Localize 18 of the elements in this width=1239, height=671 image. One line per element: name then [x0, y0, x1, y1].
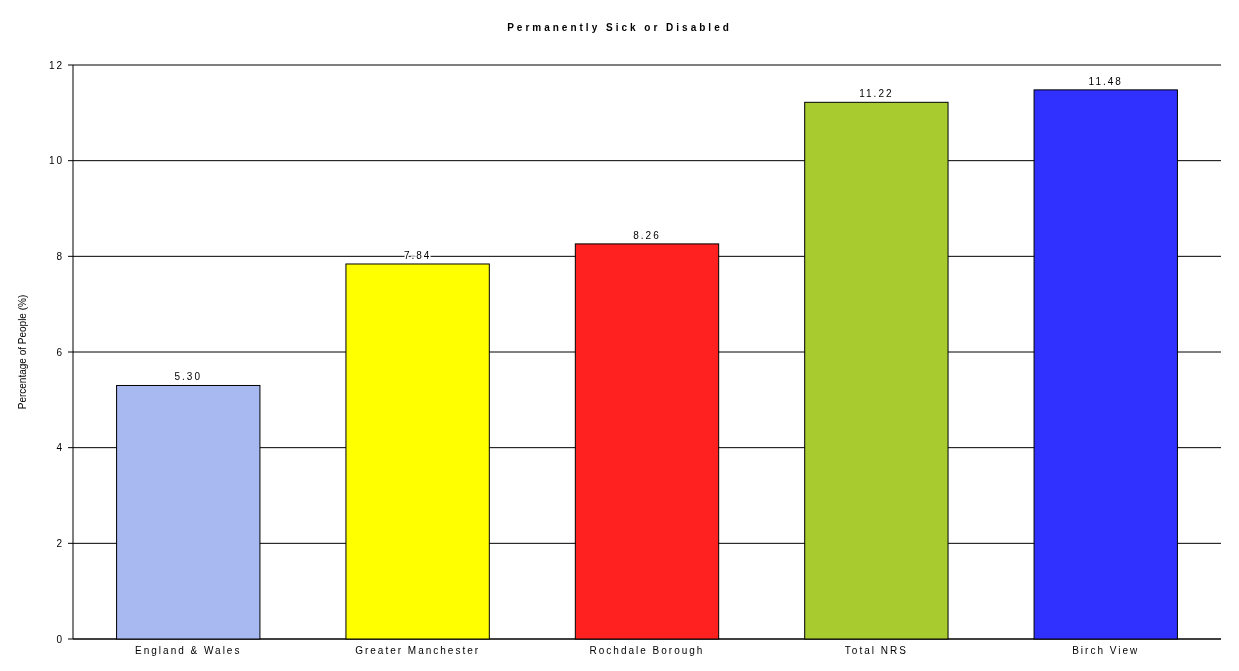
y-tick-label: 8: [56, 250, 64, 262]
x-tick-label: England & Wales: [135, 645, 242, 656]
y-tick-label: 10: [48, 155, 64, 167]
y-tick-label: 4: [56, 442, 64, 454]
y-tick-label: 12: [48, 59, 64, 71]
x-tick-label: Birch View: [1072, 645, 1140, 656]
y-tick-label: 6: [56, 346, 64, 358]
x-tick-label: Total NRS: [844, 645, 908, 656]
data-label: 11.22: [859, 88, 894, 100]
y-tick-label: 0: [56, 633, 64, 645]
chart-title: Permanently Sick or Disabled: [507, 22, 732, 33]
x-tick-label: Rochdale Borough: [589, 645, 705, 656]
data-label: 11.48: [1088, 75, 1123, 87]
y-tick-label: 2: [56, 537, 64, 549]
y-axis-title: Percentage of People (%): [17, 294, 28, 410]
x-tick-label: Greater Manchester: [355, 645, 481, 656]
data-label: 5.30: [174, 371, 202, 383]
data-label: 8.26: [633, 229, 661, 241]
